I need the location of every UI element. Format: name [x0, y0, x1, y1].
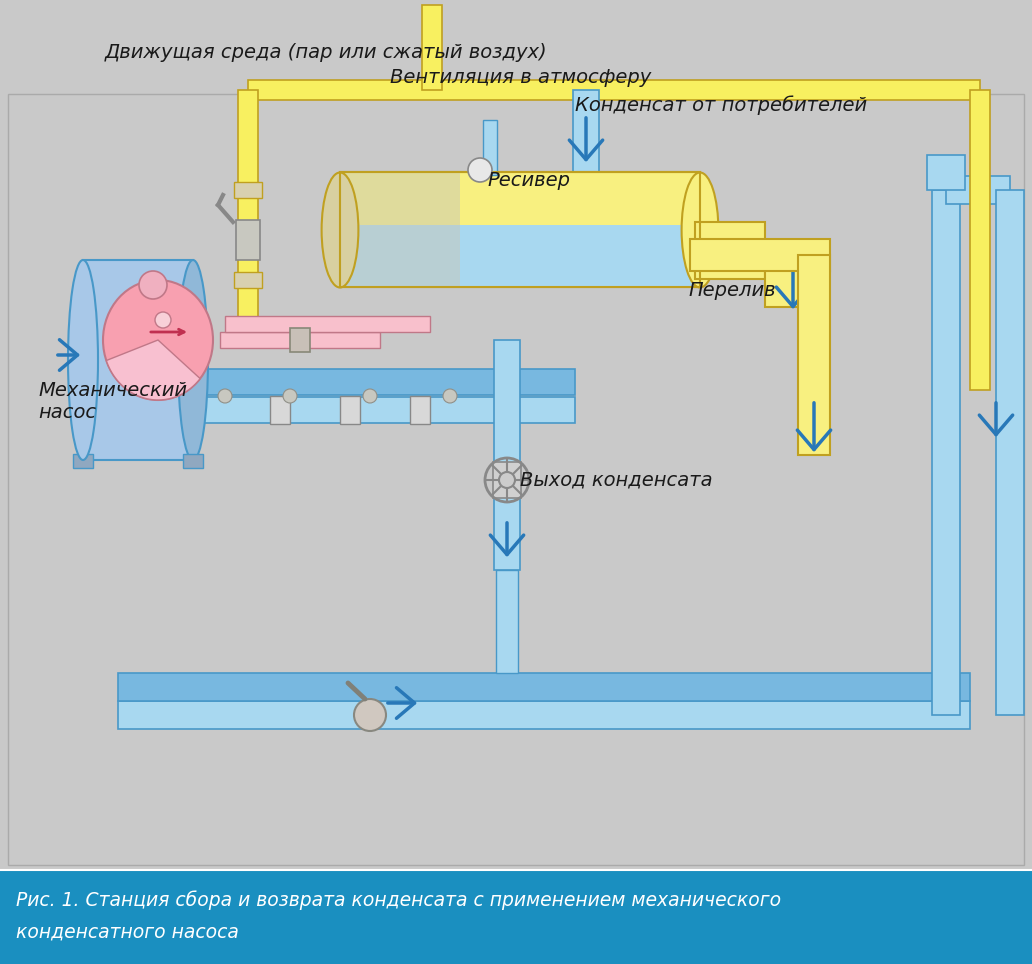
Text: Рис. 1. Станция сбора и возврата конденсата с применением механического: Рис. 1. Станция сбора и возврата конденс…: [17, 890, 781, 910]
Bar: [340, 172, 700, 287]
Text: Конденсат от потребителей: Конденсат от потребителей: [575, 95, 867, 115]
Circle shape: [443, 389, 457, 403]
Text: Вентиляция в атмосферу: Вентиляция в атмосферу: [390, 68, 651, 87]
Bar: [8, 94, 1024, 865]
Bar: [200, 369, 575, 395]
Polygon shape: [106, 340, 200, 400]
Bar: [493, 462, 521, 498]
Bar: [183, 454, 203, 468]
Text: Механический: Механический: [38, 381, 187, 400]
Bar: [798, 255, 830, 455]
Text: насос: насос: [38, 403, 96, 422]
Bar: [220, 332, 380, 348]
Bar: [225, 316, 430, 332]
Text: Перелив: Перелив: [688, 281, 776, 300]
Circle shape: [155, 312, 171, 328]
Bar: [483, 120, 497, 175]
Bar: [238, 90, 258, 335]
Bar: [340, 172, 700, 287]
Bar: [290, 328, 310, 352]
Ellipse shape: [681, 173, 718, 287]
Bar: [996, 190, 1024, 715]
Bar: [340, 396, 360, 424]
Bar: [970, 90, 990, 390]
Bar: [270, 396, 290, 424]
Bar: [83, 260, 193, 460]
Bar: [234, 182, 262, 198]
Bar: [932, 190, 960, 715]
Circle shape: [139, 271, 167, 299]
Ellipse shape: [68, 260, 98, 460]
Circle shape: [363, 389, 377, 403]
Circle shape: [218, 389, 232, 403]
Bar: [765, 250, 821, 307]
Bar: [573, 90, 599, 175]
Bar: [927, 155, 965, 190]
Text: Движущая среда (пар или сжатый воздух): Движущая среда (пар или сжатый воздух): [105, 43, 548, 62]
Bar: [422, 5, 442, 90]
Text: Ресивер: Ресивер: [487, 171, 570, 190]
Bar: [340, 172, 460, 287]
Bar: [0, 870, 1032, 964]
Bar: [118, 673, 970, 701]
Text: Выход конденсата: Выход конденсата: [520, 471, 713, 490]
Bar: [946, 176, 1010, 204]
Bar: [410, 396, 430, 424]
Circle shape: [283, 389, 297, 403]
Bar: [695, 222, 765, 279]
Ellipse shape: [178, 260, 208, 460]
Bar: [494, 340, 520, 570]
Bar: [340, 225, 700, 287]
Bar: [118, 701, 970, 729]
Bar: [200, 397, 575, 423]
Bar: [690, 239, 830, 271]
Bar: [73, 454, 93, 468]
Ellipse shape: [322, 173, 358, 287]
Circle shape: [354, 699, 386, 731]
Circle shape: [499, 472, 515, 488]
Bar: [478, 167, 482, 182]
Text: конденсатного насоса: конденсатного насоса: [17, 922, 238, 941]
Bar: [234, 272, 262, 288]
Bar: [496, 570, 518, 673]
Bar: [248, 80, 980, 100]
Bar: [236, 220, 260, 260]
Circle shape: [467, 158, 492, 182]
Ellipse shape: [103, 280, 213, 400]
